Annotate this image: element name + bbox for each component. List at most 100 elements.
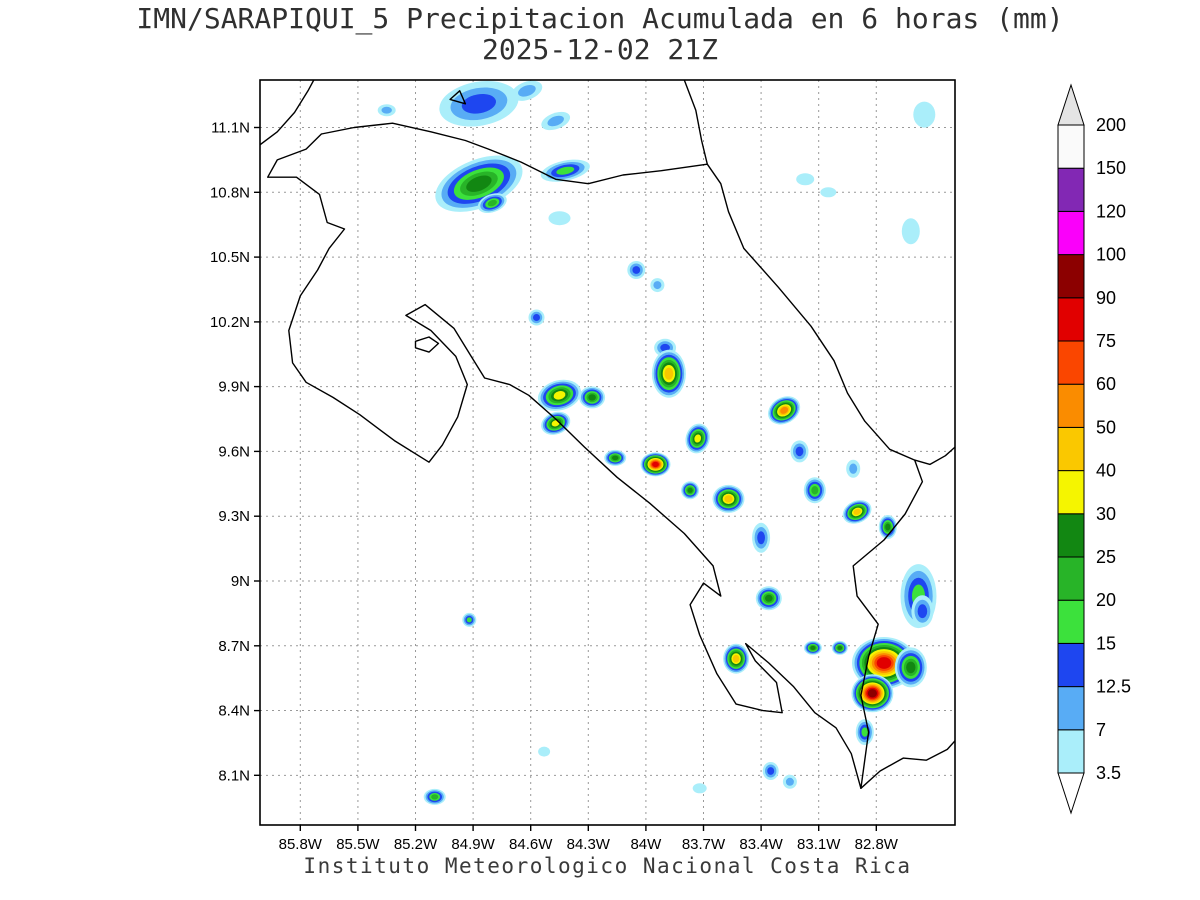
coastline <box>414 336 440 353</box>
coastline <box>449 90 467 105</box>
lat-tick-label: 8.1N <box>218 767 250 784</box>
precip-cell <box>579 386 606 409</box>
precip-cell <box>511 80 543 101</box>
precip-cell <box>846 459 861 478</box>
colorbar-segment <box>1057 729 1085 774</box>
lat-tick-label: 9N <box>231 573 250 590</box>
colorbar-segment <box>1057 383 1085 428</box>
colorbar-segment <box>1057 426 1085 472</box>
colorbar-tick-label: 50 <box>1096 417 1116 437</box>
precip-cell <box>855 719 874 746</box>
lon-tick-label: 83.4W <box>739 836 783 853</box>
plot-title-line1: IMN/SARAPIQUI_5 Precipitacion Acumulada … <box>136 2 1064 35</box>
lat-tick-label: 10.5N <box>210 249 250 266</box>
colorbar-tick-label: 12.5 <box>1096 677 1131 697</box>
colorbar-under-arrow <box>1057 772 1085 815</box>
lat-tick-label: 8.7N <box>218 638 250 655</box>
lon-tick-label: 85.8W <box>279 836 323 853</box>
precip-cell <box>842 500 872 524</box>
colorbar-tick-label: 60 <box>1096 374 1116 394</box>
precip-cell <box>423 788 446 805</box>
colorbar-segment <box>1057 686 1085 731</box>
map-layers <box>260 80 955 825</box>
colorbar-segment <box>1057 470 1085 515</box>
colorbar-tick-label: 90 <box>1096 288 1116 308</box>
precip-cell <box>790 440 809 463</box>
precip-cell <box>681 481 700 500</box>
colorbar-segment <box>1057 124 1085 169</box>
colorbar-segment <box>1057 513 1085 558</box>
precip-cell <box>377 104 396 117</box>
coastline <box>860 740 955 789</box>
footer-caption: Instituto Meteorologico Nacional Costa R… <box>303 854 912 878</box>
precip-cell <box>831 640 848 655</box>
precip-cell <box>528 309 545 326</box>
precip-cell <box>803 477 826 504</box>
precip-cell <box>650 278 665 293</box>
precip-cell <box>640 452 671 477</box>
precip-cell <box>548 211 571 226</box>
precip-cell <box>878 515 897 539</box>
precip-cell <box>851 674 894 713</box>
precip-cell <box>538 746 551 757</box>
precip-cell <box>540 159 590 182</box>
colorbar-tick-label: 100 <box>1096 245 1126 265</box>
precip-cell <box>782 774 797 789</box>
precip-cell <box>803 640 822 655</box>
precip-cell <box>796 173 815 186</box>
lat-tick-label: 8.4N <box>218 703 250 720</box>
precip-cell <box>768 396 801 425</box>
colorbar-segment <box>1057 254 1085 299</box>
colorbar-segment <box>1057 167 1085 212</box>
precip-cell <box>712 484 745 513</box>
colorbar-tick-label: 20 <box>1096 590 1116 610</box>
lat-tick-label: 10.8N <box>210 184 250 201</box>
lon-tick-label: 82.8W <box>855 836 899 853</box>
precip-cell <box>901 218 920 245</box>
colorbar-tick-label: 15 <box>1096 633 1116 653</box>
precip-cell <box>435 155 523 212</box>
precip-cell <box>627 261 646 279</box>
colorbar-tick-label: 25 <box>1096 547 1116 567</box>
colorbar-tick-label: 75 <box>1096 331 1116 351</box>
precip-cell <box>537 379 582 411</box>
precip-cell <box>820 187 837 198</box>
coastline <box>260 80 315 146</box>
lat-tick-label: 10.2N <box>210 314 250 331</box>
colorbar-over-arrow <box>1057 83 1085 126</box>
plot-title-line2: 2025-12-02 21Z <box>481 33 718 66</box>
coastline <box>683 80 708 165</box>
precip-cell <box>477 193 507 213</box>
lon-tick-label: 83.7W <box>682 836 726 853</box>
colorbar-segment <box>1057 297 1085 342</box>
precip-cell <box>762 762 779 780</box>
precip-cell <box>462 612 477 627</box>
colorbar-segment <box>1057 210 1085 256</box>
precip-cell <box>604 449 627 466</box>
colorbar-tick-label: 3.5 <box>1096 763 1121 783</box>
lon-tick-label: 85.2W <box>394 836 438 853</box>
precip-cell <box>439 81 519 127</box>
lat-tick-label: 11.1N <box>211 120 250 137</box>
precip-cell <box>755 586 782 611</box>
colorbar-tick-label: 150 <box>1096 158 1126 178</box>
lon-tick-label: 84W <box>630 836 662 853</box>
colorbar-tick-label: 120 <box>1096 201 1126 221</box>
lon-tick-label: 83.1W <box>797 836 841 853</box>
precip-cell <box>692 783 707 794</box>
colorbar-segment <box>1057 599 1085 644</box>
precip-cell <box>541 111 571 131</box>
lon-tick-label: 85.5W <box>336 836 380 853</box>
precip-cell <box>752 522 771 553</box>
precip-cell <box>723 643 750 674</box>
precip-cell <box>894 647 927 688</box>
coastline <box>267 122 924 789</box>
lon-tick-label: 84.6W <box>509 836 553 853</box>
precip-cell <box>911 595 934 628</box>
precip-cell <box>685 423 710 454</box>
colorbar-segment <box>1057 340 1085 385</box>
colorbar-segment <box>1057 556 1085 601</box>
map-frame <box>259 79 956 826</box>
